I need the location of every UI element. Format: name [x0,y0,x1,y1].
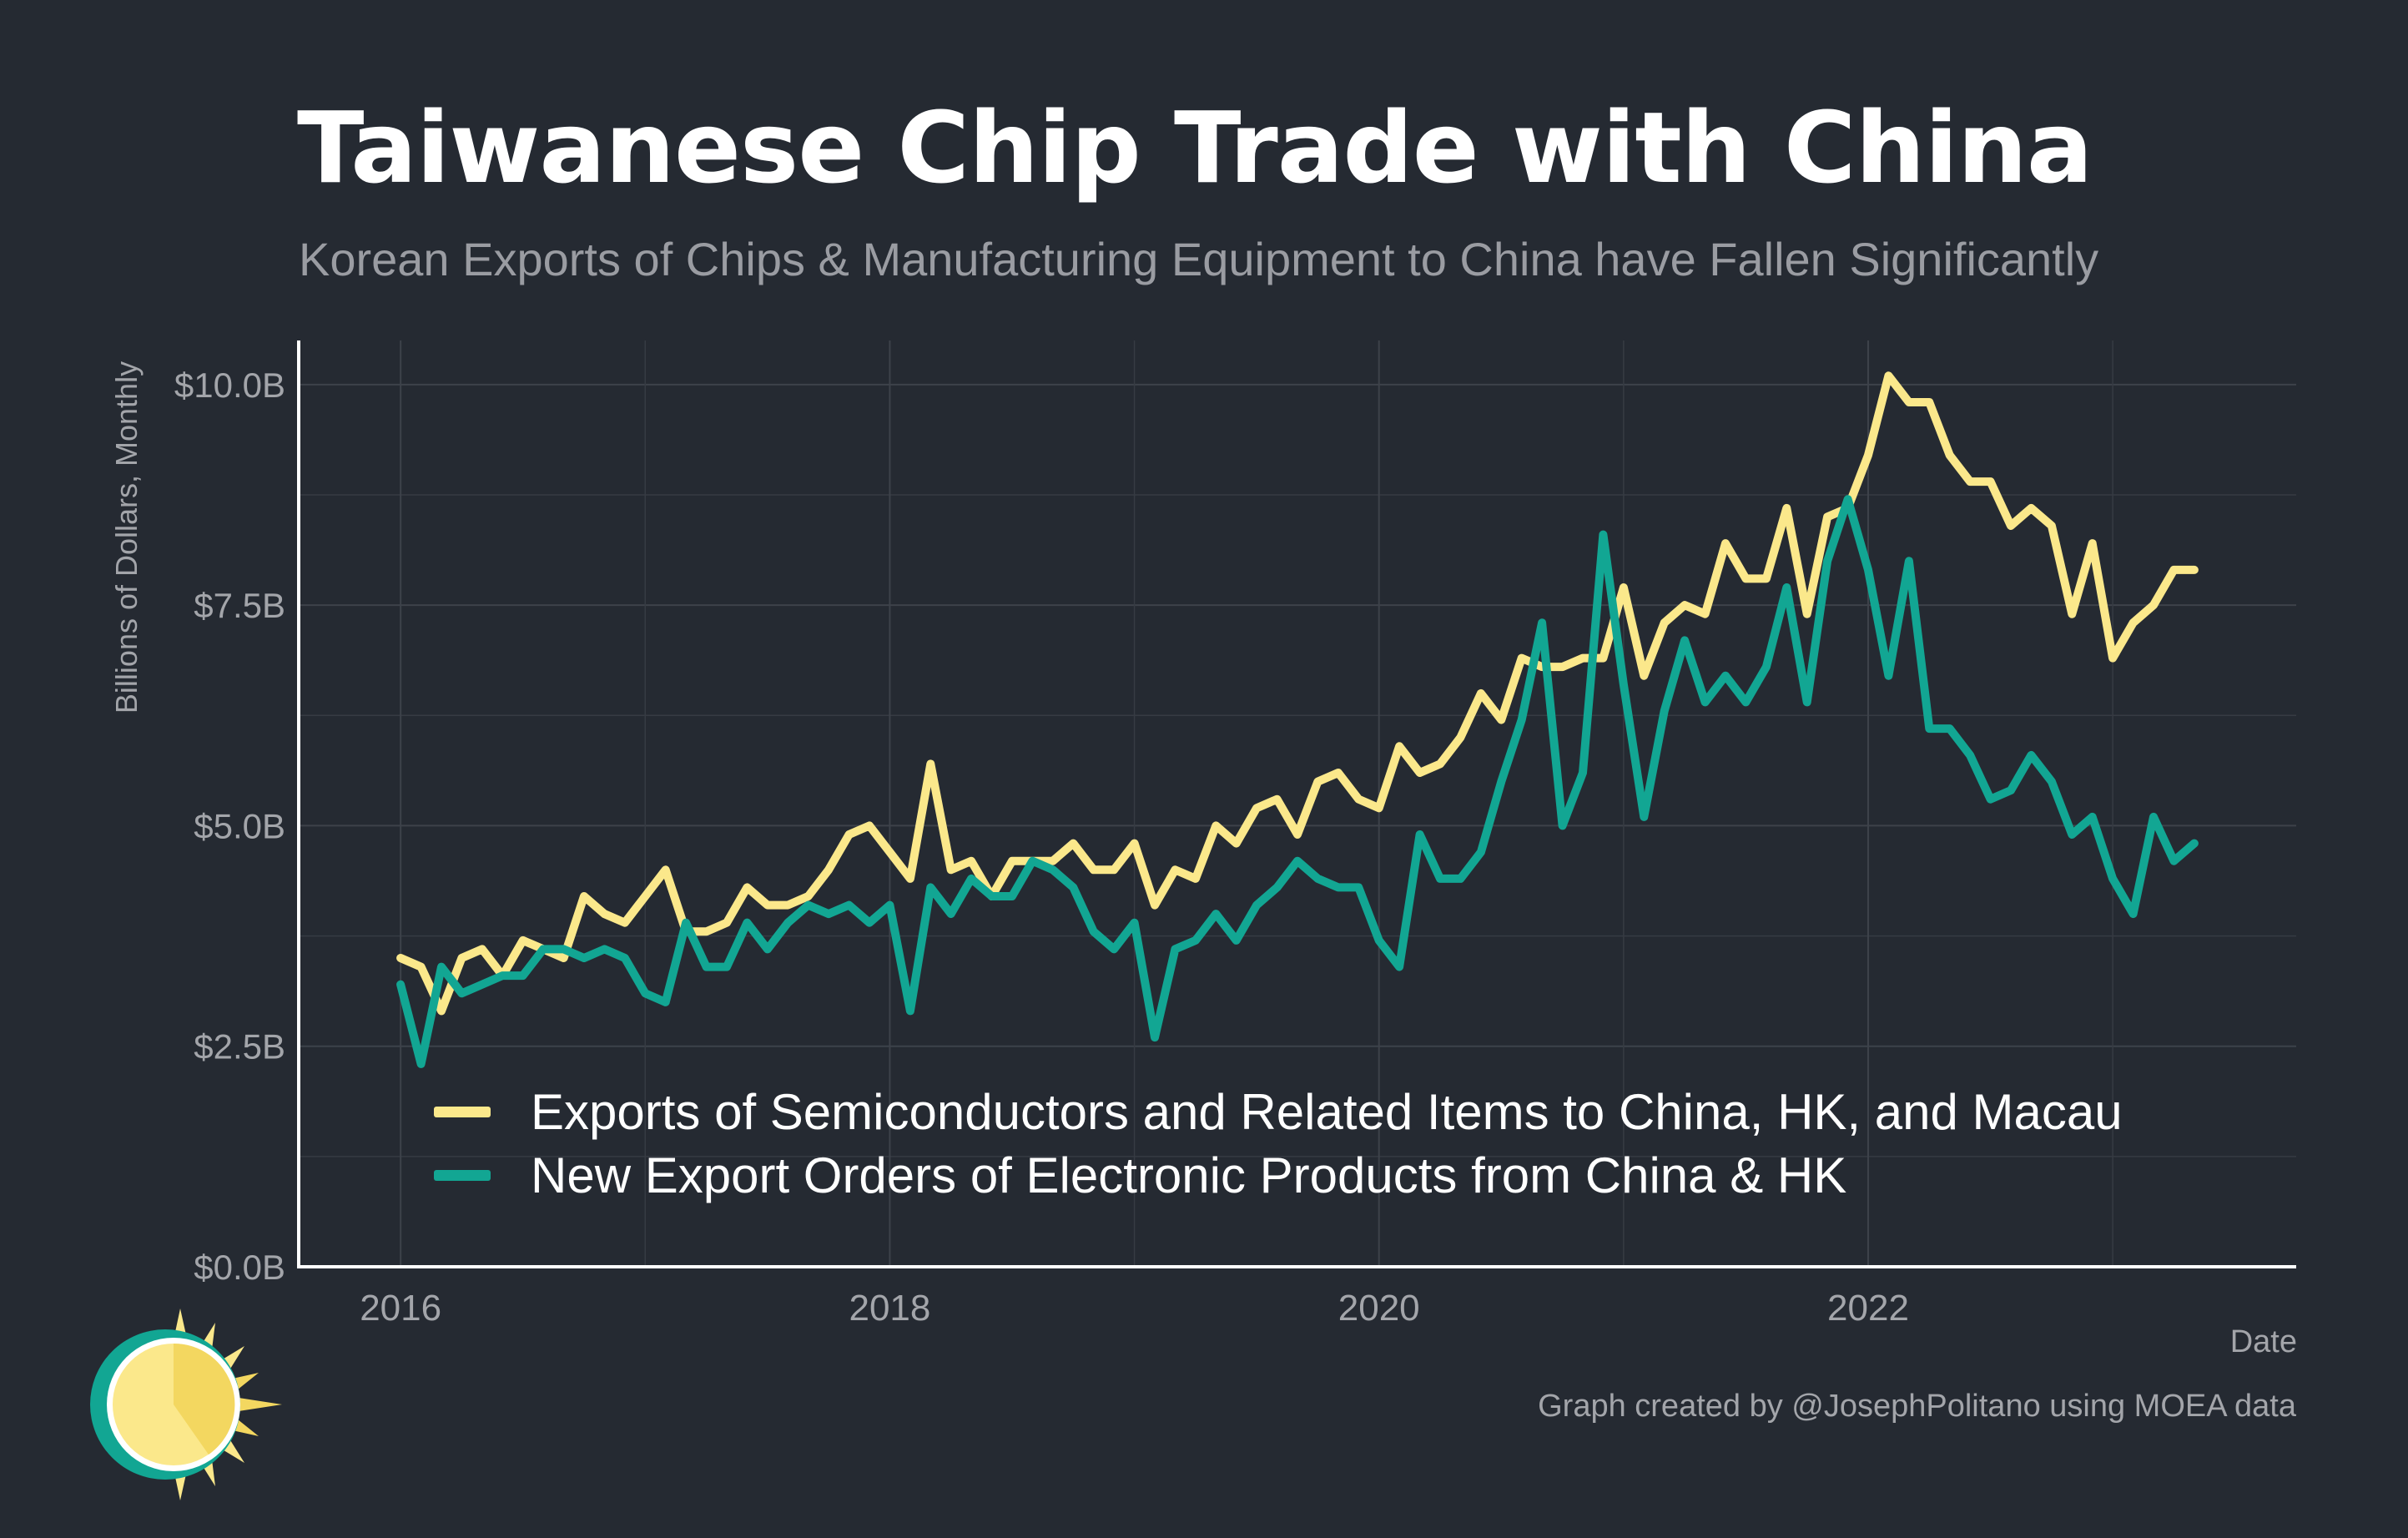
legend-item-semiconductor-exports: Exports of Semiconductors and Related It… [434,1084,2123,1140]
series-line-1 [396,495,2199,1068]
axes [297,340,2296,1268]
y-axis-title: Billions of Dollars, Monthly [109,361,144,714]
legend-label: Exports of Semiconductors and Related It… [531,1083,2123,1140]
legend-label: New Export Orders of Electronic Products… [531,1147,1847,1203]
x-tick-label: 2020 [1338,1288,1420,1329]
x-axis-title: Date [2229,1324,2297,1359]
chart-subtitle: Korean Exports of Chips & Manufacturing … [299,233,2099,285]
legend-swatch-teal [434,1169,491,1181]
legend-swatch-yellow [434,1106,491,1117]
legend-item-electronic-orders: New Export Orders of Electronic Products… [434,1147,1846,1203]
y-tick-label: $5.0B [194,806,285,845]
x-tick-label: 2018 [849,1288,930,1329]
y-tick-label: $0.0B [194,1248,285,1287]
series-line-0 [396,371,2199,1016]
y-tick-label: $10.0B [174,366,285,405]
tick-labels: $0.0B $2.5B $5.0B $7.5B $10.0B 2016 2018 2020 20… [174,366,1909,1329]
y-tick-label: $7.5B [194,586,285,625]
y-tick-label: $2.5B [194,1027,285,1067]
source-caption: Graph created by @JosephPolitano using M… [1538,1389,2296,1424]
grid-lines [299,340,2296,1267]
x-tick-label: 2016 [360,1288,441,1329]
series-lines [396,371,2199,1068]
x-tick-label: 2022 [1827,1288,1909,1329]
chart-title: Taiwanese Chip Trade with China [297,90,2093,205]
sun-icon [90,1309,282,1500]
